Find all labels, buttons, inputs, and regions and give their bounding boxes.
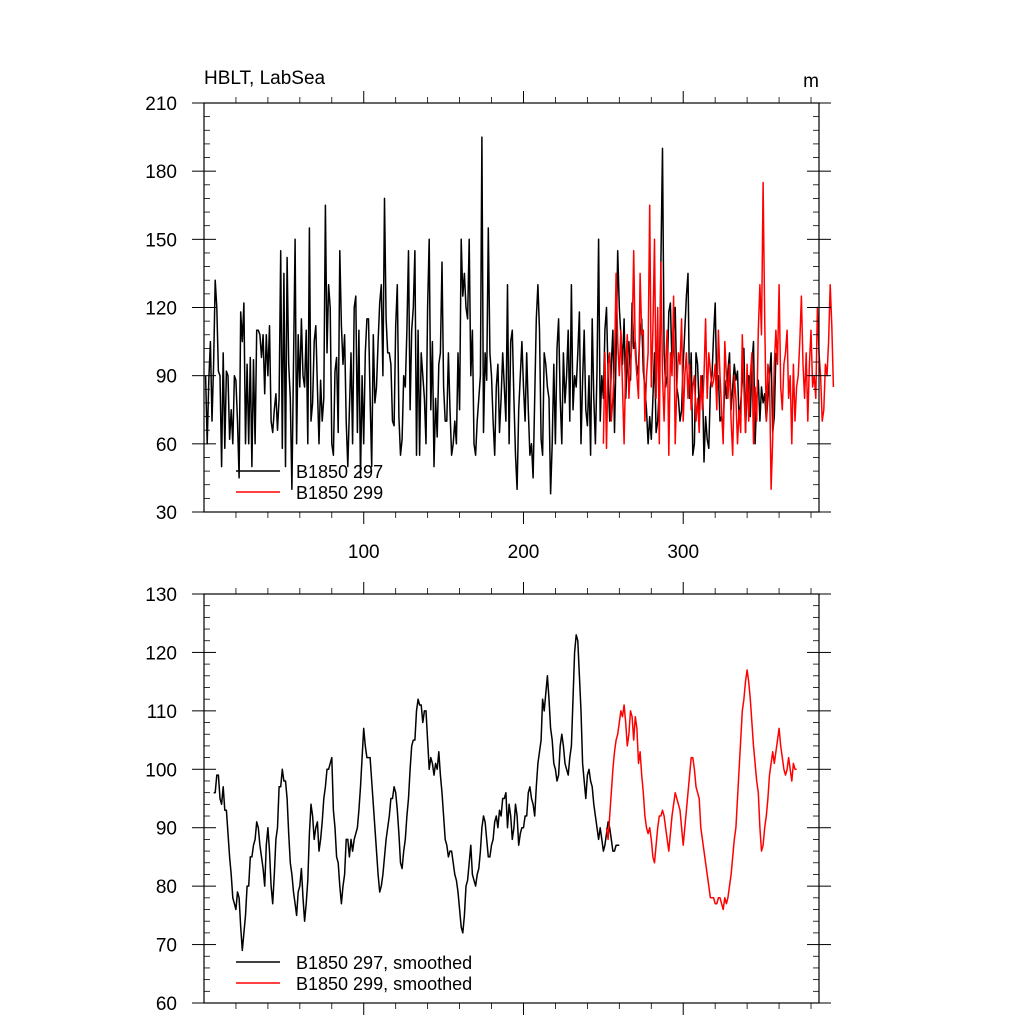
- top-y-tick-label: 180: [145, 162, 177, 183]
- top-plot-units: m: [803, 71, 819, 92]
- top-y-tick-label: 210: [145, 94, 177, 115]
- top-legend-label: B1850 299: [296, 483, 383, 503]
- top-y-tick-label: 60: [156, 435, 177, 456]
- top-series-297-line: [204, 136, 777, 495]
- bottom-y-tick-label: 60: [156, 994, 177, 1015]
- top-x-tick-label: 300: [667, 542, 699, 563]
- bottom-y-tick-label: 100: [145, 760, 177, 781]
- bottom-plot-panel: 60 70 80 90 100 110 120 130 B1850 297, smoothed…: [145, 582, 831, 1015]
- bottom-y-tick-label: 130: [145, 585, 177, 606]
- bottom-series-299-line: [605, 669, 797, 911]
- bottom-y-tick-label: 110: [147, 702, 177, 723]
- bottom-legend-label: B1850 299, smoothed: [296, 974, 472, 994]
- bottom-legend-label: B1850 297, smoothed: [296, 953, 472, 973]
- bottom-plot-frame: [203, 593, 820, 1004]
- top-x-tick-label: 200: [508, 542, 540, 563]
- bottom-series-297-line: [213, 634, 620, 952]
- top-plot-title: HBLT, LabSea: [204, 68, 326, 89]
- bottom-y-tick-label: 70: [156, 936, 177, 957]
- top-legend-label: B1850 297: [296, 462, 383, 482]
- bottom-y-tick-label: 120: [145, 643, 177, 664]
- bottom-y-tick-label: 90: [156, 819, 177, 840]
- top-plot-panel: 30 60 90 120 150 180 210 100 200 300 HBLT, LabSea…: [145, 68, 835, 563]
- top-series-299-line: [602, 181, 835, 491]
- top-y-tick-label: 90: [156, 367, 177, 388]
- bottom-y-tick-label: 80: [156, 877, 177, 898]
- top-y-tick-label: 30: [156, 503, 177, 524]
- top-y-tick-label: 150: [145, 230, 177, 251]
- top-y-tick-label: 120: [145, 299, 177, 320]
- top-x-tick-label: 100: [348, 542, 380, 563]
